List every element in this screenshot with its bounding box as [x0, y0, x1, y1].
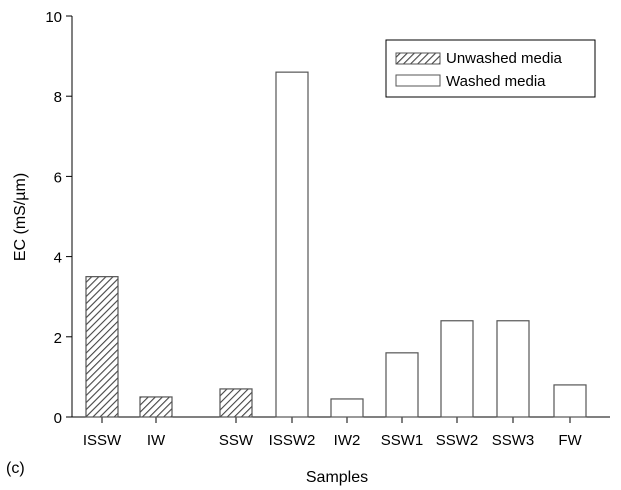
bar-ssw3 — [496, 320, 530, 418]
x-axis-title: Samples — [306, 469, 368, 486]
y-tick-label: 4 — [54, 250, 62, 267]
x-tick-label-iw: IW — [147, 432, 166, 449]
x-tick-label-fw: FW — [558, 432, 582, 449]
legend-label-washed: Washed media — [446, 73, 546, 90]
y-tick-label: 2 — [54, 330, 62, 347]
legend-box — [385, 39, 596, 98]
bar-iw — [139, 396, 173, 418]
y-tick-label: 8 — [54, 89, 62, 106]
x-tick-label-issw2: ISSW2 — [269, 432, 316, 449]
legend-swatch-unwashed — [395, 52, 441, 65]
bar-issw2 — [275, 71, 309, 418]
bar-fw — [553, 384, 587, 418]
x-tick-label-ssw2: SSW2 — [436, 432, 479, 449]
x-tick-label-issw: ISSW — [83, 432, 122, 449]
panel-label: (c) — [6, 460, 25, 477]
bar-ssw — [219, 388, 253, 418]
legend-swatch-washed — [395, 74, 441, 87]
bar-ssw1 — [385, 352, 419, 418]
bar-issw — [85, 276, 119, 418]
y-axis-ticks: 0 2 4 6 8 10 — [45, 9, 72, 427]
x-tick-label-iw2: IW2 — [334, 432, 361, 449]
legend-label-unwashed: Unwashed media — [446, 50, 563, 67]
bar-iw2 — [330, 398, 364, 418]
y-tick-label: 0 — [54, 410, 62, 427]
x-tick-label-ssw: SSW — [219, 432, 254, 449]
y-axis-title: EC (mS/µm) — [12, 173, 29, 261]
x-axis-ticks: ISSW IW SSW ISSW2 IW2 SSW1 SSW2 SSW3 FW — [83, 417, 582, 449]
y-tick-label: 10 — [45, 9, 62, 26]
x-tick-label-ssw3: SSW3 — [492, 432, 535, 449]
bars-group — [85, 71, 587, 418]
y-tick-label: 6 — [54, 169, 62, 186]
x-tick-label-ssw1: SSW1 — [381, 432, 424, 449]
legend: Unwashed media Washed media — [385, 39, 596, 98]
bar-ssw2 — [440, 320, 474, 418]
